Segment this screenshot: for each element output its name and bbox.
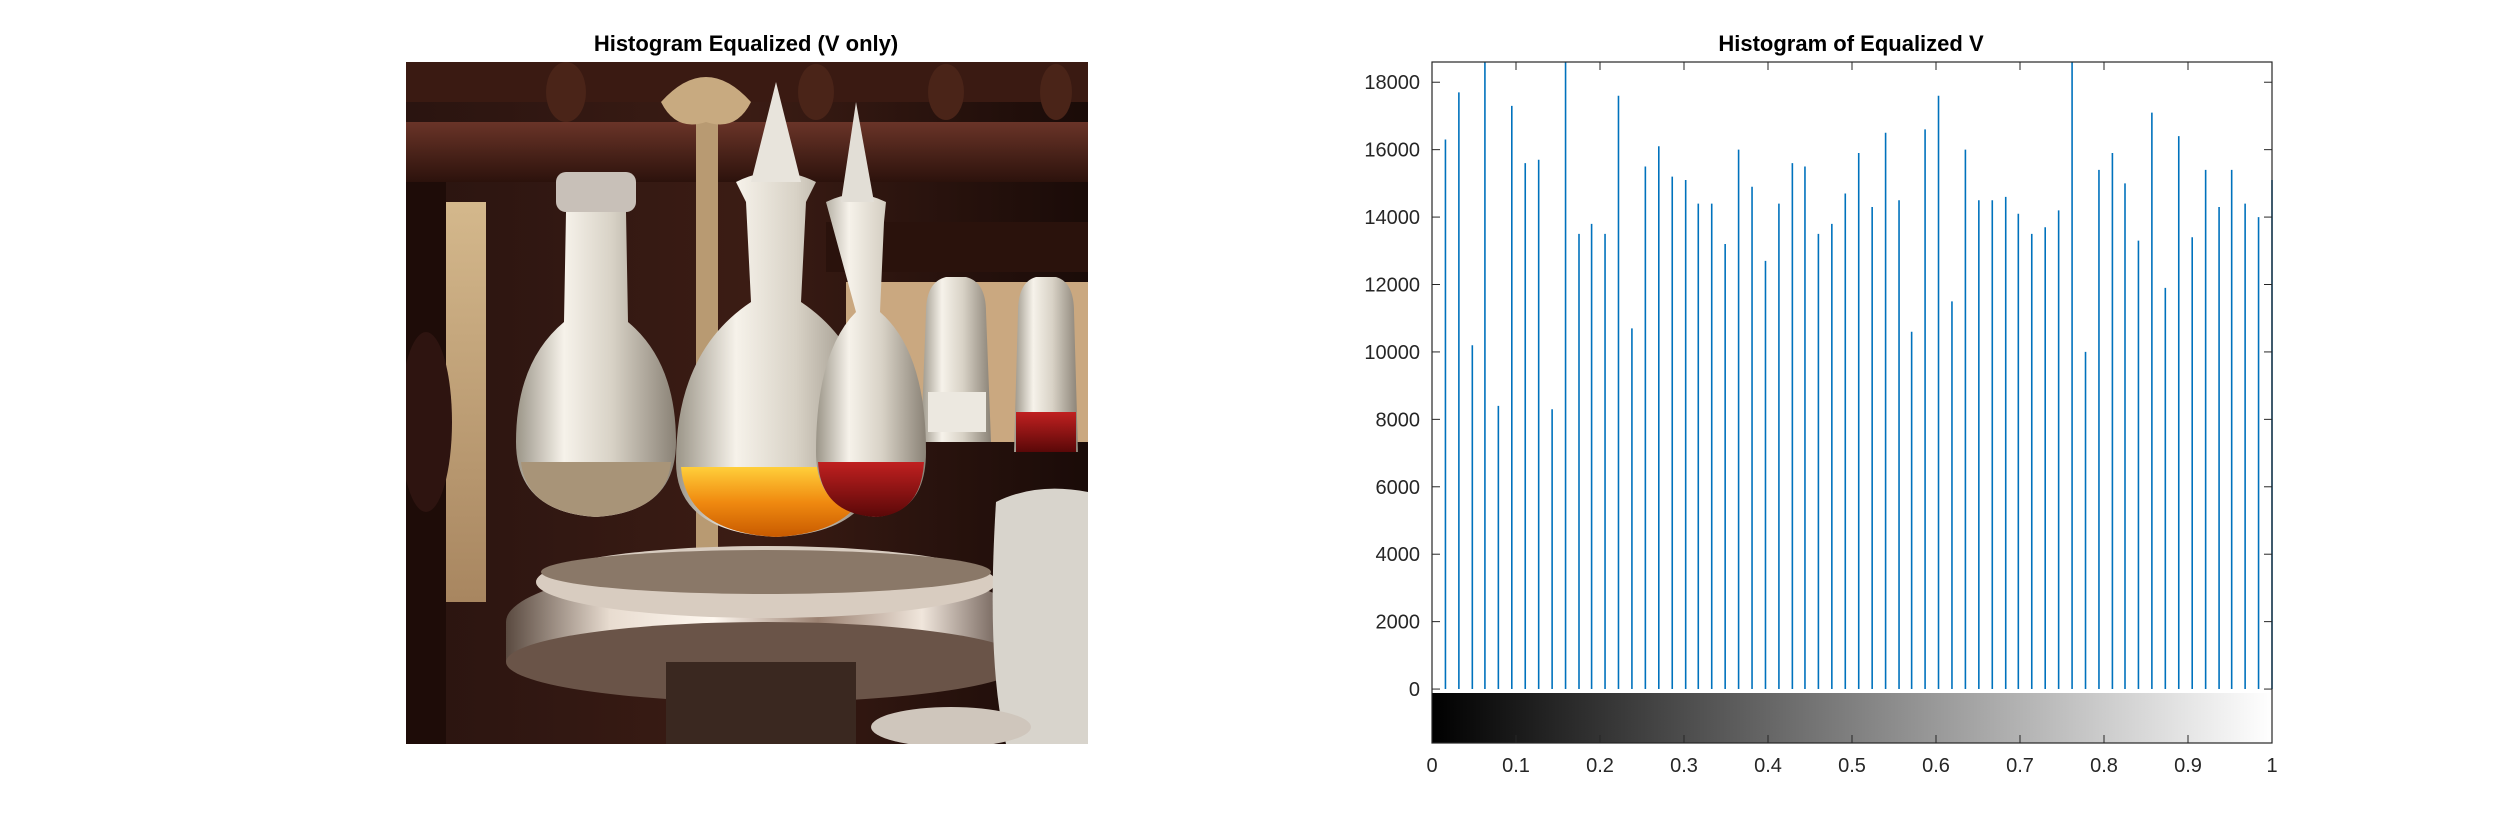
x-tick-label: 0.1 bbox=[1502, 755, 1530, 777]
chart-title: Histogram of Equalized V bbox=[1718, 31, 1984, 56]
x-tick-label: 0.2 bbox=[1586, 755, 1614, 777]
y-tick-label: 12000 bbox=[1364, 275, 1420, 297]
x-tick-label: 1 bbox=[2266, 755, 2277, 777]
x-tick-label: 0 bbox=[1426, 755, 1437, 777]
x-tick-label: 0.3 bbox=[1670, 755, 1698, 777]
y-tick-label: 18000 bbox=[1364, 72, 1420, 94]
plot-frame bbox=[1431, 61, 2273, 744]
x-tick-label: 0.7 bbox=[2006, 755, 2034, 777]
y-tick-label: 10000 bbox=[1364, 342, 1420, 364]
x-tick-label: 0.9 bbox=[2174, 755, 2202, 777]
y-tick-label: 14000 bbox=[1364, 207, 1420, 229]
x-tick-label: 0.6 bbox=[1922, 755, 1950, 777]
y-tick-label: 2000 bbox=[1376, 612, 1421, 634]
colorbar bbox=[1432, 693, 2272, 743]
y-tick-label: 0 bbox=[1409, 679, 1420, 701]
x-tick-label: 0.8 bbox=[2090, 755, 2118, 777]
equalized-photo bbox=[406, 62, 1088, 744]
x-tick-label: 0.5 bbox=[1838, 755, 1866, 777]
y-tick-label: 16000 bbox=[1364, 140, 1420, 162]
y-tick-label: 4000 bbox=[1376, 544, 1421, 566]
x-tick-label: 0.4 bbox=[1754, 755, 1782, 777]
image-title: Histogram Equalized (V only) bbox=[593, 31, 899, 56]
y-tick-label: 6000 bbox=[1376, 477, 1421, 499]
y-tick-label: 8000 bbox=[1376, 409, 1421, 431]
